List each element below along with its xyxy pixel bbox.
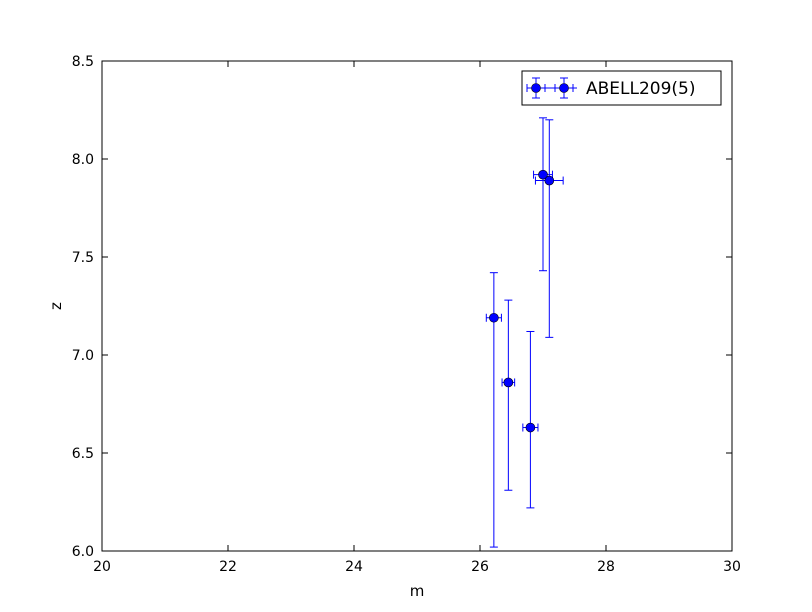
x-tick-label: 20 [93, 559, 111, 575]
point-marker [538, 169, 548, 180]
point-marker [503, 377, 514, 388]
y-tick-label: 7.5 [72, 250, 94, 266]
legend-point-marker [531, 83, 541, 93]
y-tick-label: 8.0 [72, 152, 94, 168]
x-tick-label: 28 [597, 559, 615, 575]
y-tick-label: 8.5 [72, 54, 94, 70]
data-points [485, 117, 564, 548]
x-tick-label: 26 [471, 559, 489, 575]
y-tick-label: 6.0 [72, 544, 94, 560]
legend-point-marker [559, 83, 569, 93]
x-tick-labels: 20 22 24 26 28 30 [93, 559, 741, 575]
point-marker [525, 422, 536, 433]
legend-marker [526, 77, 577, 99]
y-tick-label: 7.0 [72, 348, 94, 364]
y-axis-label: z [47, 302, 65, 310]
x-tick-label: 24 [345, 559, 363, 575]
legend-label: ABELL209(5) [586, 79, 696, 99]
point-marker [489, 312, 499, 323]
x-tick-label: 22 [219, 559, 237, 575]
data-point [522, 330, 539, 509]
point-marker [544, 175, 555, 186]
y-tick-label: 6.5 [72, 446, 94, 462]
plot-frame [101, 60, 733, 552]
y-tick-labels: 6.0 6.5 7.0 7.5 8.0 8.5 [72, 54, 94, 560]
legend: ABELL209(5) [521, 70, 722, 106]
x-tick-label: 30 [723, 559, 741, 575]
data-point [501, 299, 516, 491]
data-point [534, 119, 564, 338]
x-axis-label: m [410, 582, 425, 600]
data-point [485, 272, 502, 548]
